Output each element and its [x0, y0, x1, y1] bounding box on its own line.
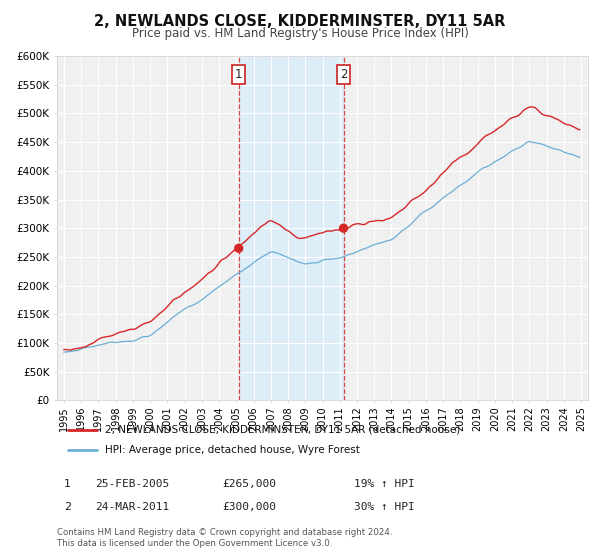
- Text: Contains HM Land Registry data © Crown copyright and database right 2024.: Contains HM Land Registry data © Crown c…: [57, 528, 392, 536]
- Text: 1: 1: [235, 68, 242, 81]
- Text: 24-MAR-2011: 24-MAR-2011: [95, 502, 169, 512]
- Bar: [239, 56, 344, 400]
- Text: 25-FEB-2005: 25-FEB-2005: [95, 479, 169, 489]
- Text: Price paid vs. HM Land Registry's House Price Index (HPI): Price paid vs. HM Land Registry's House …: [131, 27, 469, 40]
- Text: 1: 1: [64, 479, 71, 489]
- Text: 2, NEWLANDS CLOSE, KIDDERMINSTER, DY11 5AR (detached house): 2, NEWLANDS CLOSE, KIDDERMINSTER, DY11 5…: [105, 424, 460, 435]
- Text: HPI: Average price, detached house, Wyre Forest: HPI: Average price, detached house, Wyre…: [105, 445, 359, 455]
- Point: [234, 244, 244, 253]
- Text: 30% ↑ HPI: 30% ↑ HPI: [354, 502, 415, 512]
- Text: 2: 2: [340, 68, 347, 81]
- Text: 2, NEWLANDS CLOSE, KIDDERMINSTER, DY11 5AR: 2, NEWLANDS CLOSE, KIDDERMINSTER, DY11 5…: [94, 14, 506, 29]
- Text: This data is licensed under the Open Government Licence v3.0.: This data is licensed under the Open Gov…: [57, 539, 332, 548]
- Point: [339, 224, 349, 233]
- Text: £265,000: £265,000: [222, 479, 276, 489]
- Text: £300,000: £300,000: [222, 502, 276, 512]
- Text: 2: 2: [64, 502, 71, 512]
- Text: 19% ↑ HPI: 19% ↑ HPI: [354, 479, 415, 489]
